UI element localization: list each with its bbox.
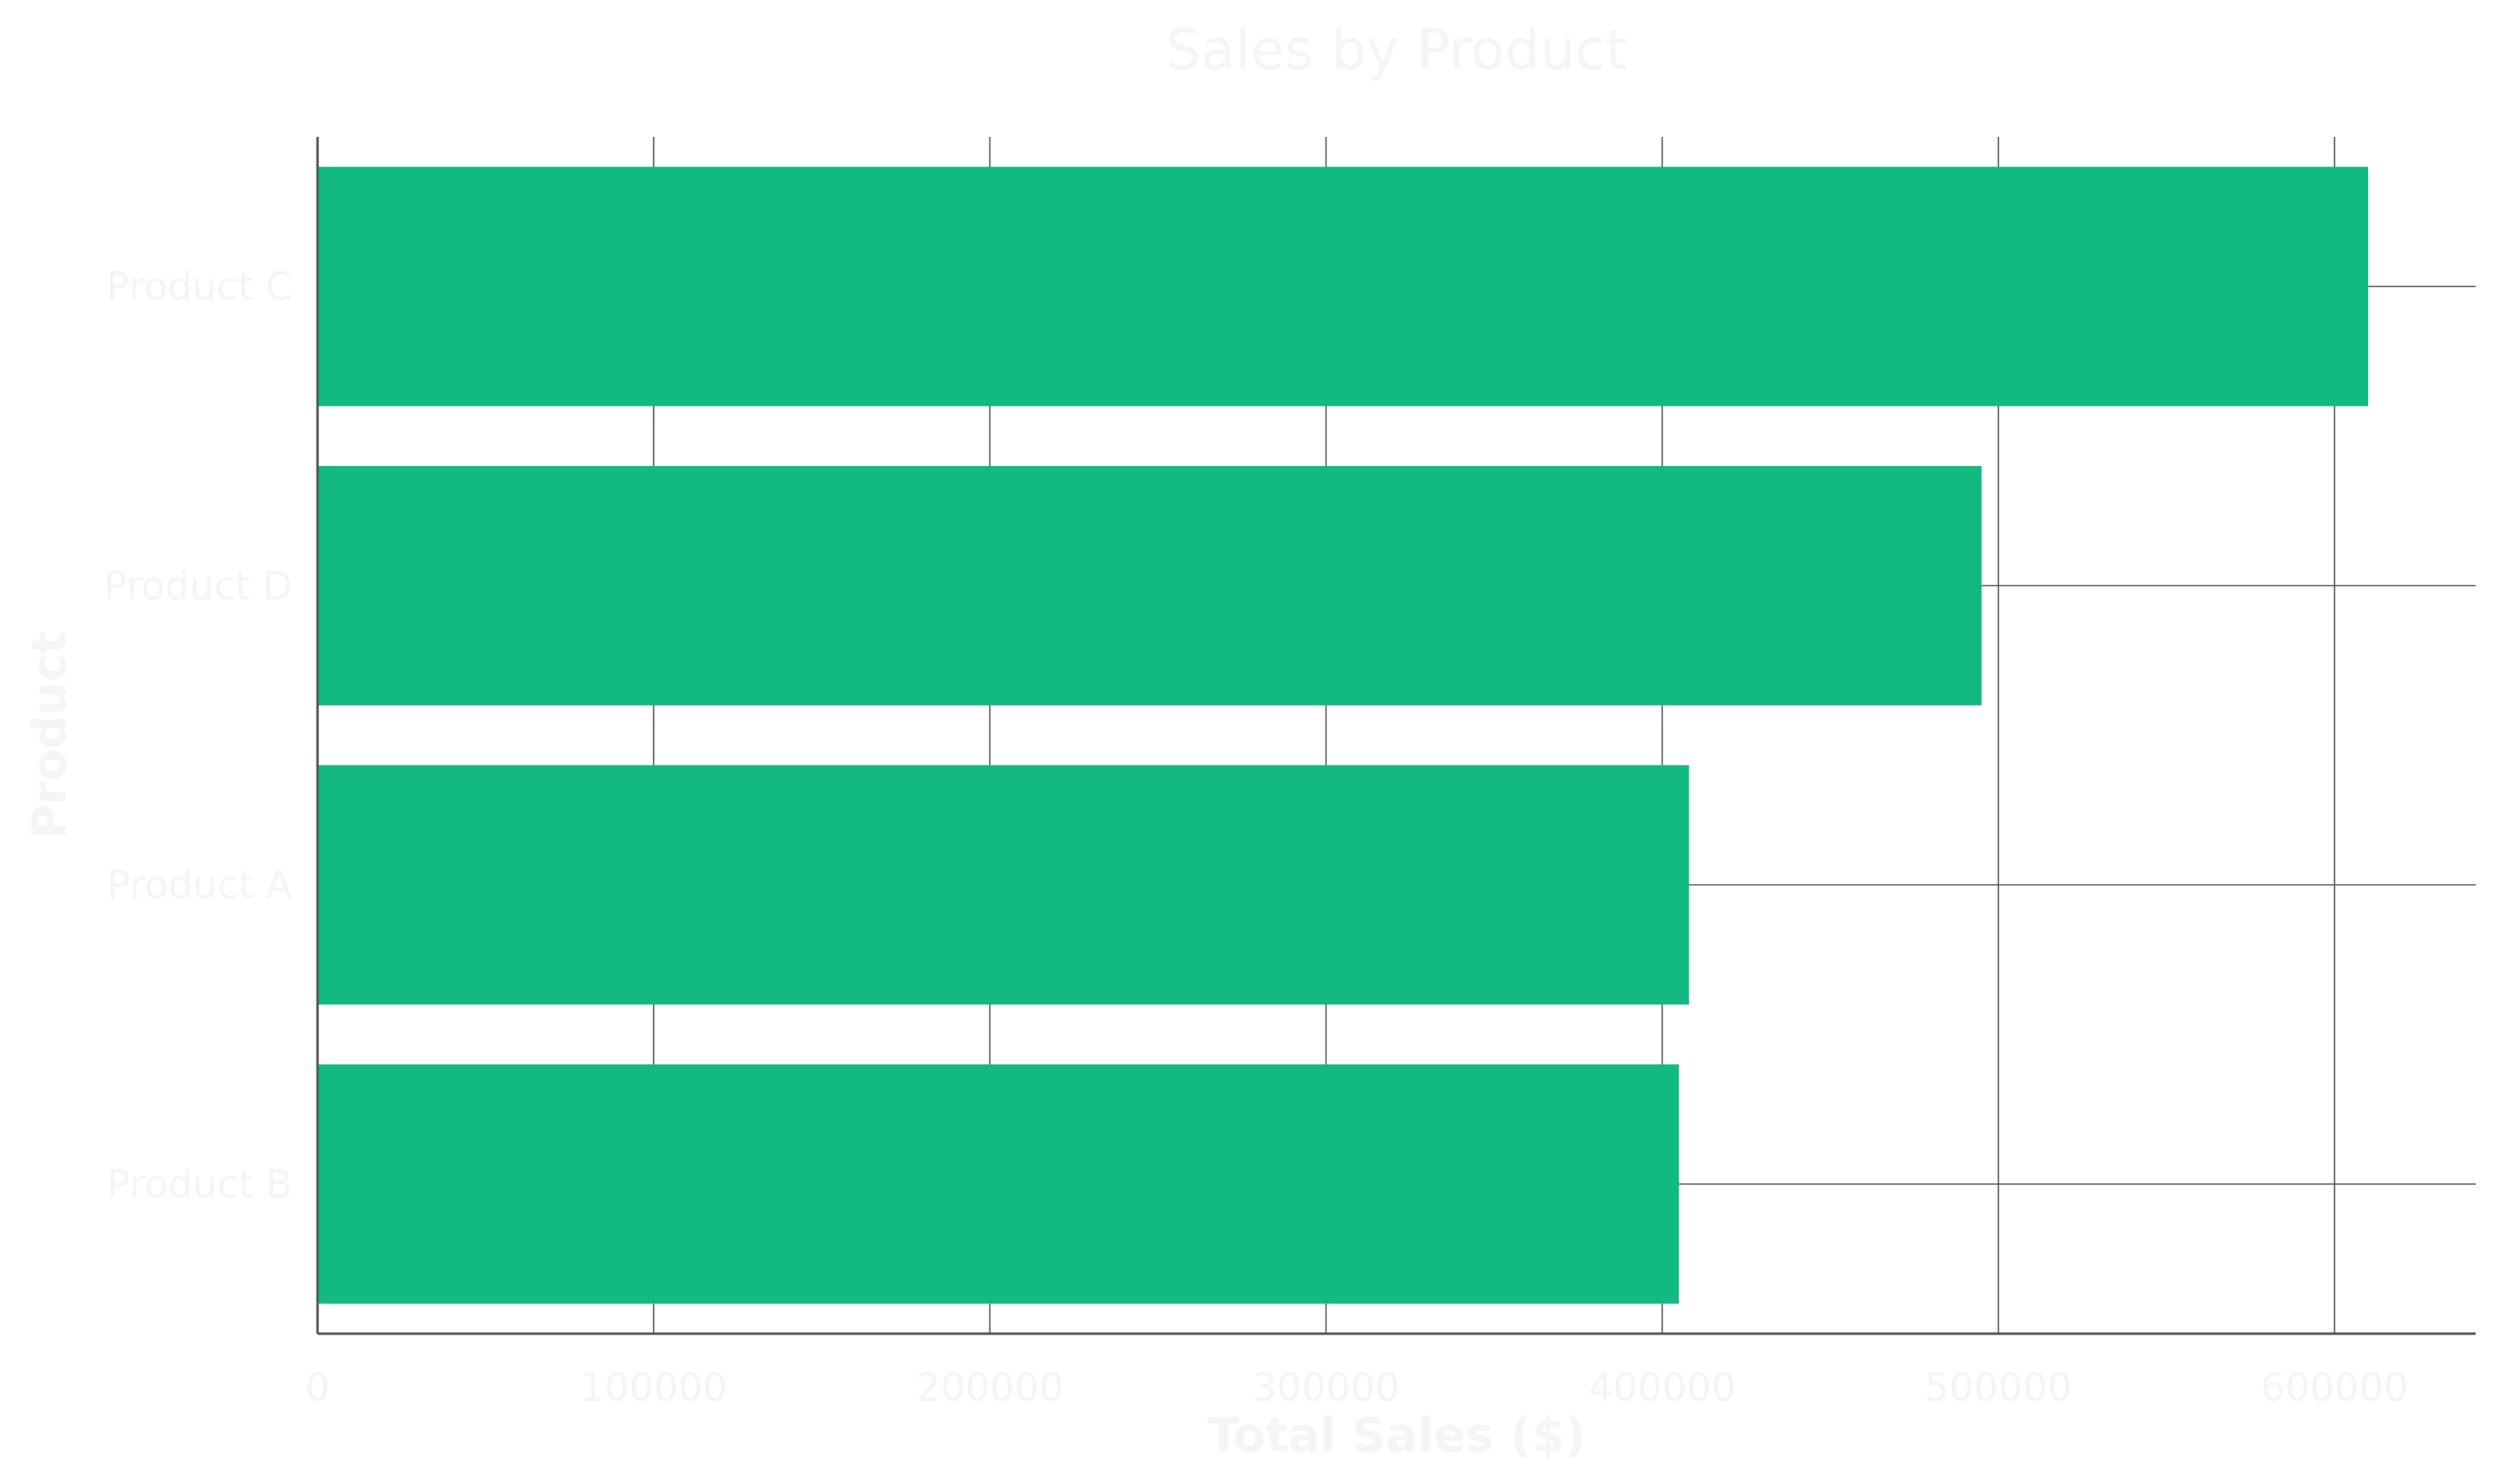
bar [318,1064,1679,1304]
axes [316,137,2476,1335]
x-tick-label: 600000 [2261,1365,2408,1410]
chart-title: Sales by Product [1166,18,1627,82]
bar [318,465,1982,705]
y-tick-label: Product C [107,264,292,309]
y-tick-label: Product D [103,563,292,608]
y-tick-label: Product B [107,1162,292,1207]
x-tick-label: 100000 [580,1365,727,1410]
x-tick-label: 200000 [917,1365,1064,1410]
bars [318,166,2368,1304]
x-tick-labels: 0 100000 200000 300000 400000 500000 600000 [305,1365,2408,1410]
bar [318,166,2368,406]
y-tick-labels: Product C Product D Product A Product B [103,264,292,1207]
x-axis-label: Total Sales ($) [1207,1408,1586,1463]
y-axis-label: Product [23,632,77,839]
bar [318,765,1689,1005]
x-tick-label: 400000 [1589,1365,1736,1410]
y-tick-label: Product A [107,863,292,908]
x-tick-label: 500000 [1925,1365,2072,1410]
x-tick-label: 300000 [1253,1365,1400,1410]
x-tick-label: 0 [305,1365,329,1410]
